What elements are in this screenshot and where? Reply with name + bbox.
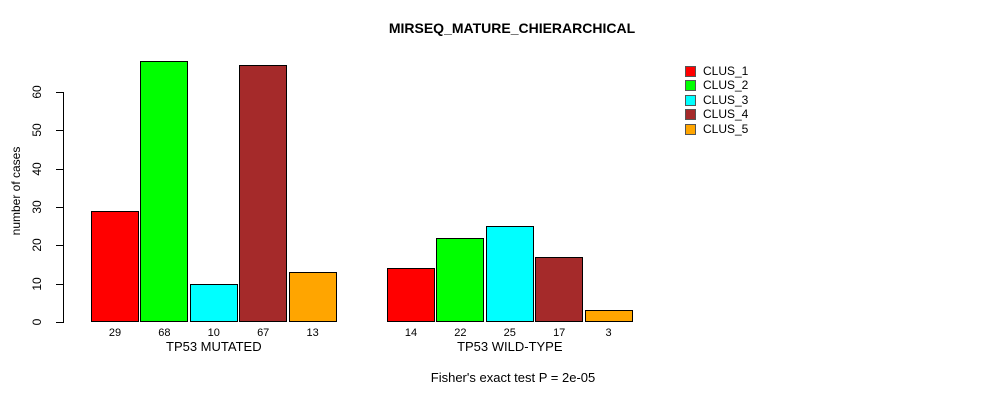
legend-swatch [685, 80, 696, 92]
y-tick-label: 20 [30, 238, 44, 253]
y-tick-label: 30 [30, 200, 44, 214]
legend-item-clus_3: CLUS_3 [685, 92, 749, 107]
legend-swatch [685, 94, 696, 106]
y-tick-label: 0 [30, 318, 44, 326]
bar-clus_3-wild-type [485, 226, 534, 322]
bar-value-label: 3 [605, 327, 612, 339]
legend-item-clus_5: CLUS_5 [685, 121, 749, 136]
legend-label: CLUS_2 [703, 78, 749, 93]
legend-item-clus_2: CLUS_2 [685, 78, 749, 93]
legend-swatch [685, 109, 696, 121]
bar-clus_3-mutated [189, 284, 238, 322]
bar-value-label: 29 [108, 327, 122, 339]
legend-item-clus_1: CLUS_1 [685, 64, 749, 78]
y-tick-mark [56, 322, 63, 323]
y-tick-label: 10 [30, 276, 44, 291]
legend-swatch [685, 123, 696, 135]
y-tick-mark [56, 92, 63, 93]
legend-item-clus_4: CLUS_4 [685, 107, 749, 122]
y-tick-mark [56, 245, 63, 247]
bar-clus_5-wild-type [584, 310, 633, 322]
group-label: TP53 MUTATED [166, 339, 262, 354]
y-tick-mark [56, 207, 63, 208]
bar-clus_5-mutated [288, 272, 337, 322]
y-axis-line [63, 92, 64, 323]
legend-label: CLUS_5 [703, 121, 749, 136]
y-tick-label: 40 [30, 161, 44, 176]
y-tick-mark [56, 130, 63, 132]
bar-clus_2-mutated [140, 61, 189, 322]
bar-value-label: 14 [404, 327, 418, 339]
bar-value-label: 13 [306, 327, 319, 339]
chart-title: MIRSEQ_MATURE_CHIERARCHICAL [388, 20, 636, 36]
bar-value-label: 25 [503, 327, 516, 339]
y-tick-label: 60 [30, 85, 44, 99]
y-tick-mark [56, 283, 63, 285]
y-axis-title: number of cases [9, 146, 23, 236]
bar-clus_2-wild-type [436, 238, 485, 322]
bar-clus_4-mutated [239, 65, 288, 322]
group-label: TP53 WILD-TYPE [457, 339, 563, 354]
y-tick-label: 50 [30, 123, 44, 138]
bar-value-label: 10 [207, 327, 220, 339]
legend-label: CLUS_4 [703, 107, 749, 122]
y-tick-mark [56, 168, 63, 170]
legend: CLUS_1 CLUS_2 CLUS_3 CLUS_4 CLUS_5 [685, 64, 749, 138]
bar-value-label: 67 [257, 327, 270, 339]
bar-value-label: 68 [158, 327, 171, 339]
bar-value-label: 17 [553, 327, 566, 339]
bar-clus_1-mutated [91, 211, 139, 322]
bar-value-label: 22 [454, 327, 467, 339]
stat-annotation: Fisher's exact test P = 2e-05 [430, 370, 596, 385]
legend-label: CLUS_1 [703, 64, 749, 78]
legend-label: CLUS_3 [703, 92, 749, 107]
bar-clus_4-wild-type [535, 257, 584, 322]
legend-swatch [685, 66, 696, 77]
bar-clus_1-wild-type [387, 268, 435, 322]
